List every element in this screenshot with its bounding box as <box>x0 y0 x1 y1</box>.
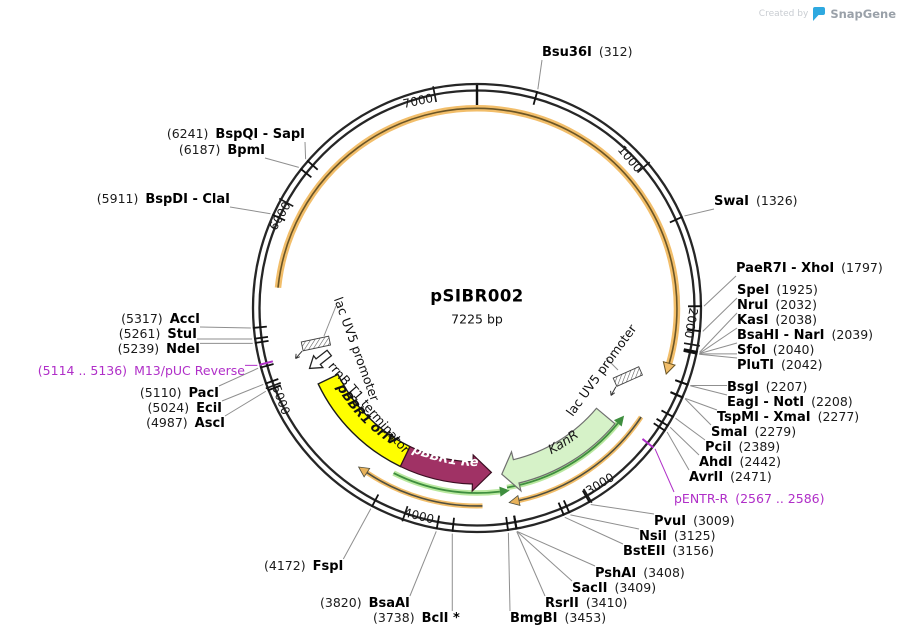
site-label-tspmi-xmai: TspMI - XmaI (2277) <box>717 409 860 425</box>
site-label-eagi-noti: EagI - NotI (2208) <box>727 394 853 410</box>
site-label-smai: SmaI (2279) <box>711 424 797 440</box>
site-label-paer7i-xhoi: PaeR7I - XhoI (1797) <box>736 260 883 276</box>
lac-uv5-promoter-glyph-right <box>610 366 644 396</box>
site-label-pshai: PshAI (3408) <box>595 565 685 581</box>
site-label-bspdi-clai: (5911) BspDI - ClaI <box>96 191 230 207</box>
site-label-bsaai: (3820) BsaAI <box>320 595 410 611</box>
site-label-swai: SwaI (1326) <box>714 193 798 209</box>
site-label-pvui: PvuI (3009) <box>654 513 735 529</box>
site-label-bpmi: (6187) BpmI <box>178 142 265 158</box>
orf-green-arrow-right <box>506 415 625 491</box>
site-label-nsii: NsiI (3125) <box>639 528 716 544</box>
site-label-rsrii: RsrII (3410) <box>545 595 628 611</box>
site-label-bsu36i: Bsu36I (312) <box>542 44 633 60</box>
lac-uv5-promoter-glyph-left <box>295 335 332 360</box>
feature-kanr: KanR <box>501 407 616 493</box>
terminator-arrow-glyph <box>308 349 333 370</box>
site-label-bmgbi: BmgBI (3453) <box>510 610 607 626</box>
site-label-ndei: (5239) NdeI <box>117 341 200 357</box>
promoter-leader-right <box>605 357 619 371</box>
site-label-paci: (5110) PacI <box>139 385 219 401</box>
site-label-stui: (5261) StuI <box>118 326 197 342</box>
site-label-bcli: (3738) BclI * <box>373 610 460 626</box>
site-label-ahdi: AhdI (2442) <box>699 454 782 470</box>
plasmid-name: pSIBR002 <box>430 286 524 306</box>
plasmid-backbone-ring <box>251 82 703 534</box>
site-label-sacii: SacII (3409) <box>572 580 657 596</box>
plasmid-size: 7225 bp <box>451 311 503 327</box>
feature-label-rep: pBBR1 Rep <box>0 0 479 469</box>
site-label-pcii: PciI (2389) <box>705 439 781 455</box>
snapgene-watermark: Created by SnapGene <box>759 6 896 22</box>
site-label-bspqi-sapi: (6241) BspQI - SapI <box>166 126 305 142</box>
primer-label-m13-puc-reverse: (5114 .. 5136) M13/pUC Reverse <box>37 363 245 378</box>
site-label-kasi: KasI (2038) <box>737 312 817 328</box>
snapgene-logo-icon <box>813 7 826 21</box>
promoter-leader-left <box>323 305 337 337</box>
site-label-avrii: AvrII (2471) <box>689 469 772 485</box>
site-label-bsgi: BsgI (2207) <box>727 379 808 395</box>
site-label-nrui: NruI (2032) <box>737 297 817 313</box>
site-label-ecii: (5024) EciI <box>147 400 222 416</box>
watermark-brand: SnapGene <box>830 7 896 21</box>
orf-arrow-rep-frame <box>357 466 483 509</box>
site-label-acci: (5317) AccI <box>121 311 200 327</box>
primer-label-pentr-r: pENTR-R (2567 .. 2586) <box>674 491 825 506</box>
watermark-created-by: Created by <box>758 9 809 19</box>
svg-text:pBBR1 Rep: pBBR1 Rep <box>0 0 479 469</box>
site-label-sfoi: SfoI (2040) <box>737 342 815 358</box>
site-label-bsahi-nari: BsaHI - NarI (2039) <box>737 327 874 343</box>
leader-lines <box>197 59 738 612</box>
feature-pbbr1-rep: pBBR1 Rep <box>0 0 493 493</box>
site-label-bsteii: BstEII (3156) <box>623 543 714 559</box>
site-label-spei: SpeI (1925) <box>737 282 818 298</box>
site-label-pluti: PluTI (2042) <box>737 357 823 373</box>
site-label-fspi: (4172) FspI <box>264 558 344 574</box>
orf-arrow-large <box>274 105 681 375</box>
orf-green-arrow-left <box>392 470 510 497</box>
orf-arrow-kanr-frame <box>508 415 644 506</box>
site-label-asci: (4987) AscI <box>146 415 225 431</box>
